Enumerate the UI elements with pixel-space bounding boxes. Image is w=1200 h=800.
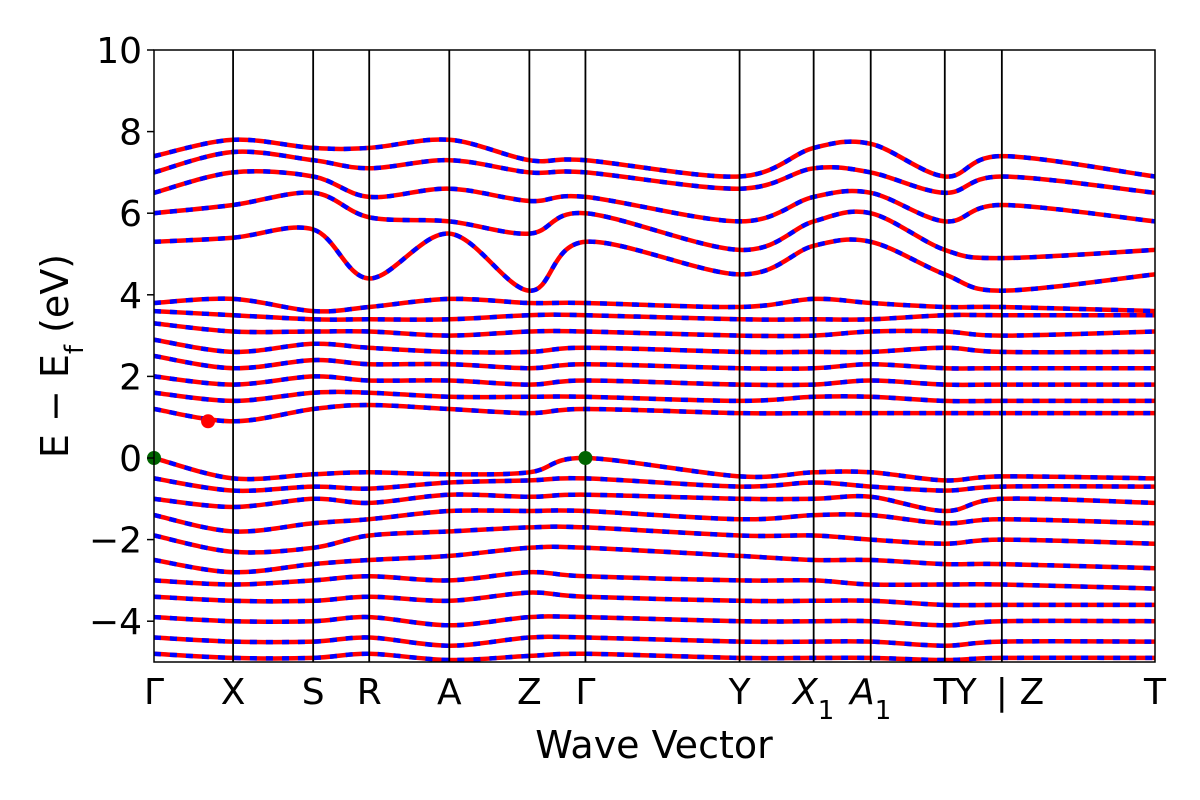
kpoint-label-13: Z <box>1020 672 1045 713</box>
band-valence-8-dashed <box>154 614 1155 628</box>
y-axis-label: E − Ef (eV) <box>33 254 90 458</box>
kpoint-label-0: Γ <box>144 672 164 713</box>
x-axis-kpoint-labels: Γ X S R A Z Γ Y X1 A1 T Y | Z T <box>144 672 1167 726</box>
band-conduction-low-6-dashed <box>154 308 1155 322</box>
marker-1 <box>578 451 593 465</box>
kpoint-label-10: T <box>933 672 957 713</box>
y-tick-label-6: 8 <box>119 113 142 154</box>
kpoint-label-7: Y <box>728 672 752 713</box>
y-axis-label-subscript: f <box>60 344 90 354</box>
y-axis-ticks: −4 −2 0 2 4 6 8 10 <box>89 31 154 643</box>
y-tick-label-0: −4 <box>89 602 142 643</box>
kpoint-label-8: X1 <box>791 672 834 726</box>
kpoint-label-2: S <box>302 672 325 713</box>
x-axis-label: Wave Vector <box>535 723 773 767</box>
kpoint-label-9: A1 <box>848 672 891 726</box>
band-conduction-low-5-dashed <box>154 321 1155 339</box>
kpoint-label-3: R <box>357 672 382 713</box>
y-tick-label-7: 10 <box>96 31 142 72</box>
kpoint-label-12: | <box>996 672 1008 713</box>
plot-frame <box>153 49 1156 663</box>
band-valence-10-dashed <box>154 651 1155 662</box>
kpath-divider-lines <box>232 50 1003 662</box>
y-tick-label-4: 4 <box>119 276 142 317</box>
y-tick-label-5: 6 <box>119 194 142 235</box>
kpoint-label-4: A <box>437 672 462 713</box>
plot-area-background <box>154 50 1155 662</box>
kpoint-label-11: Y <box>954 672 978 713</box>
band-valence-6-dashed <box>154 569 1155 591</box>
kpoint-label-1: X <box>221 672 246 713</box>
kpoint-label-14: T <box>1143 672 1167 713</box>
y-tick-label-1: −2 <box>89 521 142 562</box>
marker-2 <box>201 414 216 429</box>
band-conduction-high-0-dashed <box>154 225 1155 293</box>
band-valence-9-dashed <box>154 634 1155 648</box>
y-axis-label-main: E − E <box>33 354 77 458</box>
y-tick-label-2: 0 <box>119 439 142 480</box>
y-tick-label-3: 2 <box>119 357 142 398</box>
kpoint-label-5: Z <box>517 672 542 713</box>
y-axis-label-unit: (eV) <box>33 254 77 345</box>
kpoint-label-6: Γ <box>575 672 595 713</box>
band-valence-7-dashed <box>154 590 1155 608</box>
